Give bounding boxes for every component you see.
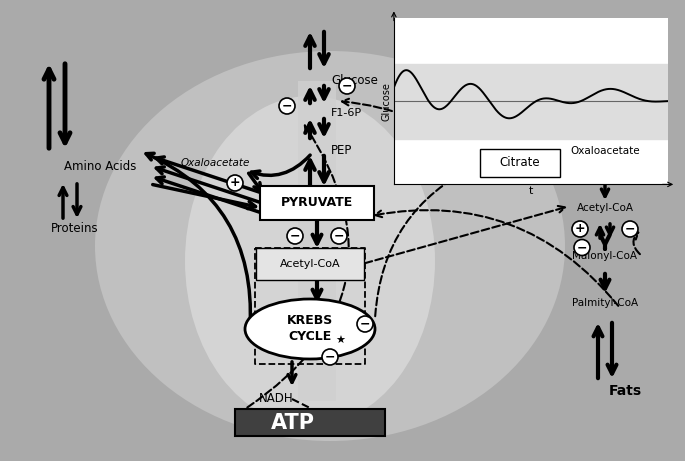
Ellipse shape <box>245 299 375 359</box>
Text: NADH: NADH <box>259 391 294 404</box>
Circle shape <box>227 175 243 191</box>
Circle shape <box>622 221 638 237</box>
Circle shape <box>357 316 373 332</box>
Text: Acetyl-CoA: Acetyl-CoA <box>279 259 340 269</box>
Text: F1-6P: F1-6P <box>331 108 362 118</box>
Circle shape <box>322 349 338 365</box>
Circle shape <box>572 221 588 237</box>
Text: ATP: ATP <box>271 413 315 433</box>
Text: Glucose: Glucose <box>331 73 378 87</box>
Text: CYCLE: CYCLE <box>288 331 332 343</box>
FancyBboxPatch shape <box>480 149 560 177</box>
FancyBboxPatch shape <box>256 248 364 280</box>
Text: +: + <box>229 177 240 189</box>
Text: −: − <box>282 100 292 112</box>
Text: −: − <box>325 350 335 364</box>
Text: −: − <box>577 241 587 254</box>
Text: −: − <box>290 230 300 242</box>
Text: −: − <box>334 230 345 242</box>
FancyBboxPatch shape <box>298 81 336 401</box>
Text: KREBS: KREBS <box>287 314 333 327</box>
Text: Fats: Fats <box>608 384 642 398</box>
Text: Oxaloacetate: Oxaloacetate <box>570 146 640 156</box>
Text: Palmityl-CoA: Palmityl-CoA <box>572 298 638 308</box>
Circle shape <box>339 78 355 94</box>
Text: Acetyl-CoA: Acetyl-CoA <box>577 203 634 213</box>
Text: Oxaloacetate: Oxaloacetate <box>180 158 250 168</box>
Circle shape <box>279 98 295 114</box>
Text: PEP: PEP <box>331 143 352 156</box>
Text: ★: ★ <box>335 336 345 346</box>
FancyBboxPatch shape <box>260 186 374 220</box>
Text: −: − <box>360 318 371 331</box>
FancyBboxPatch shape <box>235 409 385 436</box>
Circle shape <box>331 228 347 244</box>
Ellipse shape <box>95 51 565 441</box>
Text: Proteins: Proteins <box>51 223 99 236</box>
Text: PYRUVATE: PYRUVATE <box>281 196 353 209</box>
Text: −: − <box>342 79 352 93</box>
Text: −: − <box>625 223 635 236</box>
Text: Malonyl-CoA: Malonyl-CoA <box>573 251 638 261</box>
Ellipse shape <box>185 96 435 426</box>
Text: Citrate: Citrate <box>499 156 540 170</box>
Text: +: + <box>575 223 585 236</box>
Text: Amino Acids: Amino Acids <box>64 160 136 172</box>
Circle shape <box>287 228 303 244</box>
Circle shape <box>574 240 590 255</box>
